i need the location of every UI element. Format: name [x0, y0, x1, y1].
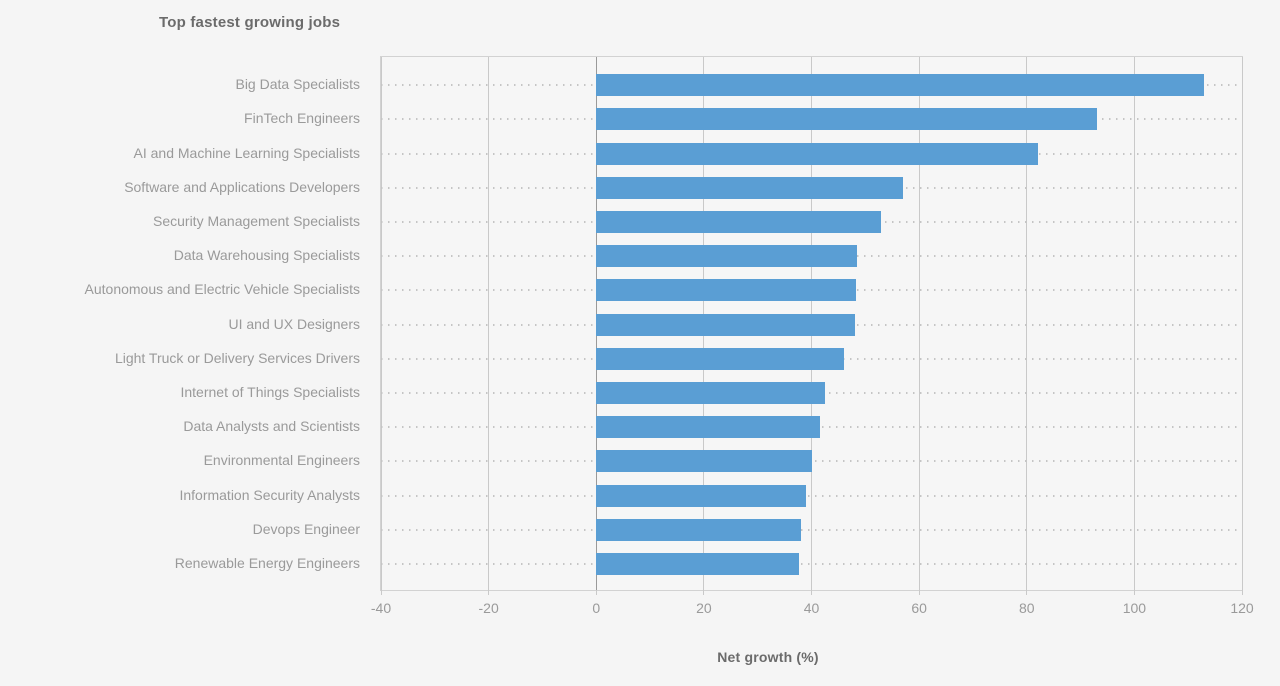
axis-tick-mark: [595, 590, 597, 595]
axis-tick-mark: [1026, 590, 1028, 595]
x-tick-label: 100: [1122, 600, 1147, 616]
category-label: Devops Engineer: [252, 520, 360, 537]
bar: [596, 450, 812, 473]
x-tick-label: 80: [1018, 600, 1035, 616]
bar-rows: [381, 68, 1242, 581]
bar: [596, 381, 825, 404]
category-label: FinTech Engineers: [244, 110, 360, 127]
x-tick-label: 60: [911, 600, 927, 616]
category-label: Environmental Engineers: [203, 452, 360, 469]
bar-row: [381, 307, 1242, 341]
x-axis-title: Net growth (%): [717, 649, 819, 665]
axis-tick-mark: [1241, 590, 1243, 595]
category-label: Data Warehousing Specialists: [173, 247, 360, 264]
x-tick-label: 0: [592, 600, 601, 616]
bar: [596, 176, 903, 199]
x-tick-label: 40: [803, 600, 820, 616]
bar: [596, 210, 882, 233]
axis-tick-mark: [1133, 590, 1135, 595]
bar-row: [381, 478, 1242, 512]
gridline: [918, 57, 920, 590]
bar-row: [381, 513, 1242, 547]
axis-tick-mark: [703, 590, 705, 595]
plot-area: -40 -20 0 20 40 60 80 100 120: [371, 56, 1254, 616]
dotted-guide-line: [381, 494, 1242, 497]
bar-row: [381, 239, 1242, 273]
gridline: [1133, 57, 1135, 590]
category-label: Internet of Things Specialists: [180, 383, 360, 400]
bar-row: [381, 410, 1242, 444]
bar: [596, 552, 800, 575]
category-axis: Big Data Specialists FinTech Engineers AI …: [0, 67, 360, 580]
bar-row: [381, 547, 1242, 581]
bar-row: [381, 342, 1242, 376]
axis-tick-mark: [488, 590, 490, 595]
gridline: [488, 57, 490, 590]
category-label: Light Truck or Delivery Services Drivers: [114, 349, 360, 366]
bar: [596, 416, 820, 439]
category-label: Renewable Energy Engineers: [174, 554, 360, 571]
category-label: UI and UX Designers: [228, 315, 360, 332]
dotted-guide-line: [381, 528, 1242, 531]
bar-row: [381, 273, 1242, 307]
category-label: Big Data Specialists: [235, 76, 360, 93]
bar: [596, 484, 807, 507]
dotted-guide-line: [381, 460, 1242, 463]
bar: [596, 518, 801, 541]
bar-row: [381, 68, 1242, 102]
bar-row: [381, 205, 1242, 239]
axis-tick-mark: [918, 590, 920, 595]
bar-row: [381, 102, 1242, 136]
gridline: [380, 57, 382, 590]
axis-tick-mark: [811, 590, 812, 595]
gridline: [1026, 57, 1028, 590]
chart-title: Top fastest growing jobs: [159, 14, 341, 31]
category-label: Security Management Specialists: [153, 212, 360, 229]
x-tick-label: 120: [1230, 600, 1254, 616]
category-label: Data Analysts and Scientists: [183, 418, 360, 435]
bar: [596, 313, 855, 336]
x-tick-label: -20: [478, 600, 499, 616]
category-label: Software and Applications Developers: [124, 178, 360, 195]
bar-row: [381, 136, 1242, 170]
bar: [596, 347, 844, 370]
bar: [596, 142, 1038, 165]
bar: [596, 245, 858, 268]
axis-tick-mark: [380, 590, 382, 595]
bar-row: [381, 376, 1242, 410]
bar-row: [381, 444, 1242, 478]
bar-row: [381, 171, 1242, 205]
category-label: AI and Machine Learning Specialists: [133, 144, 360, 161]
x-tick-label: -40: [370, 600, 392, 616]
x-tick-label: 20: [696, 600, 712, 616]
dotted-guide-line: [381, 562, 1242, 565]
gridline: [1241, 57, 1243, 590]
category-label: Information Security Analysts: [179, 486, 360, 503]
bar: [596, 279, 857, 302]
category-label: Autonomous and Electric Vehicle Speciali…: [84, 281, 360, 298]
bar: [596, 108, 1097, 131]
bar: [596, 74, 1205, 97]
